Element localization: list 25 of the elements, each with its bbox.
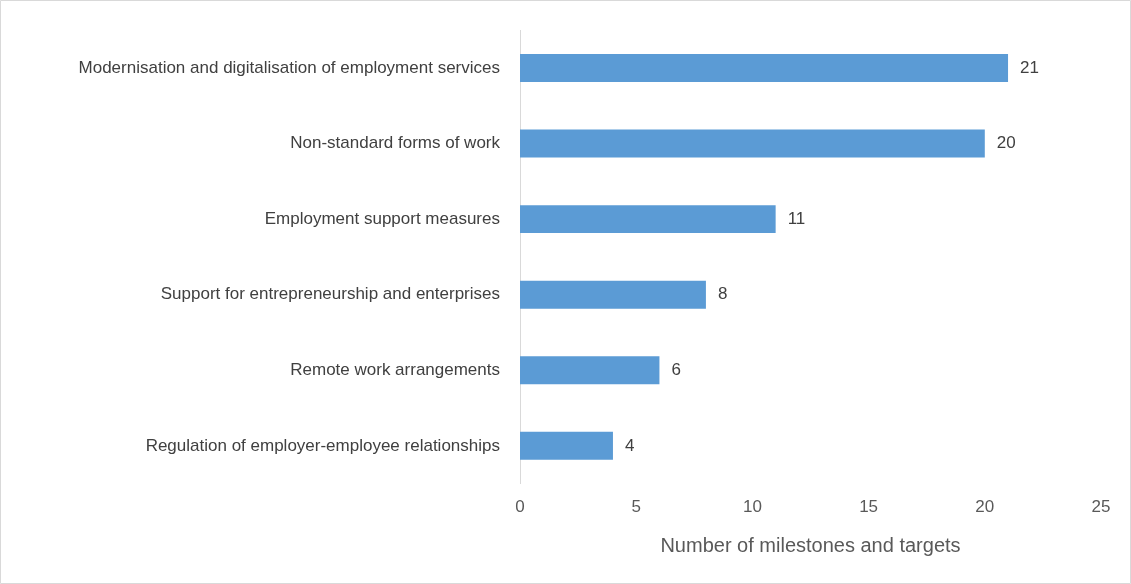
data-label: 6: [671, 359, 681, 379]
data-label: 8: [717, 284, 728, 304]
bar: [520, 129, 985, 158]
x-tick-label: 5: [631, 497, 641, 517]
data-label: 11: [787, 208, 806, 228]
y-tick-label: Employment support measures: [264, 208, 500, 228]
x-tick-label: 25: [1091, 497, 1111, 517]
y-tick-label: Non-standard forms of work: [290, 133, 501, 153]
bar: [520, 205, 776, 234]
bar: [520, 54, 1009, 82]
x-tick-label: 15: [859, 497, 879, 517]
bar: [520, 431, 613, 460]
x-axis-title: Number of milestones and targets: [660, 533, 961, 556]
x-tick-label: 20: [975, 497, 995, 517]
data-label: 21: [1020, 57, 1039, 77]
data-label: 20: [996, 133, 1016, 153]
bar: [520, 280, 706, 309]
y-tick-label: Regulation of employer-employee relationships: [145, 435, 500, 455]
x-tick-label: 10: [742, 497, 762, 517]
x-tick-label: 0: [515, 497, 525, 517]
y-tick-label: Support for entrepreneurship and enterprises: [160, 284, 500, 304]
data-label: 4: [624, 435, 635, 455]
bar: [520, 356, 660, 385]
y-tick-label: Remote work arrangements: [290, 359, 500, 379]
y-tick-label: Modernisation and digitalisation of employment services: [78, 57, 500, 77]
